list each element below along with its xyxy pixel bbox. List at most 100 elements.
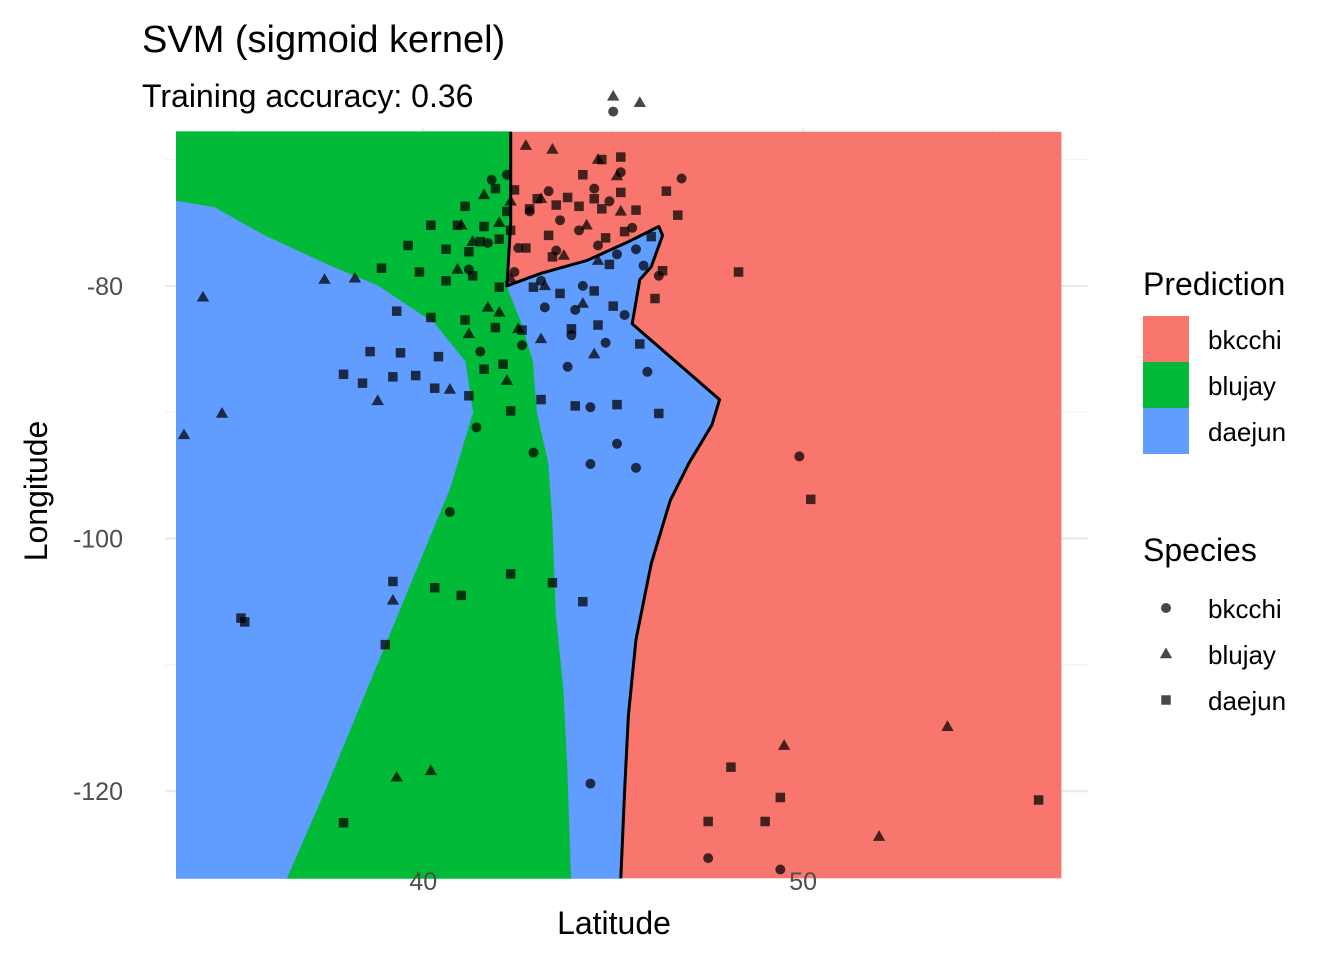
point-daejun — [414, 267, 425, 277]
point-daejun — [494, 234, 505, 244]
point-bkcchi — [517, 340, 528, 351]
point-blujay — [580, 218, 593, 230]
point-daejun — [426, 220, 436, 231]
point-bkcchi — [638, 260, 649, 271]
point-daejun — [635, 339, 645, 349]
point-daejun — [403, 240, 413, 251]
point-daejun — [517, 325, 527, 335]
point-bkcchi — [589, 183, 600, 194]
point-blujay — [777, 739, 791, 750]
y-axis-ticks: -80 -100 -120 — [73, 273, 123, 806]
point-daejun — [365, 346, 375, 357]
point-bkcchi — [794, 451, 805, 462]
point-daejun — [532, 193, 542, 204]
point-daejun — [543, 230, 554, 241]
point-bkcchi — [555, 215, 566, 226]
point-daejun — [452, 220, 463, 231]
point-daejun — [441, 276, 451, 286]
point-blujay — [318, 273, 331, 284]
point-daejun — [597, 204, 607, 214]
point-blujay — [477, 188, 491, 200]
point-bkcchi — [619, 309, 630, 320]
point-blujay — [588, 347, 601, 359]
point-daejun — [673, 210, 683, 220]
point-daejun — [429, 383, 440, 393]
point-bkcchi — [642, 366, 653, 377]
point-blujay — [941, 720, 954, 731]
point-daejun — [570, 401, 580, 411]
point-bkcchi — [627, 222, 638, 233]
point-blujay — [481, 300, 495, 312]
y-tick-label: -100 — [73, 526, 123, 554]
point-daejun — [608, 301, 618, 311]
point-bkcchi — [612, 438, 623, 449]
point-daejun — [578, 169, 588, 180]
point-bkcchi — [585, 459, 596, 469]
point-daejun — [521, 243, 531, 253]
point-blujay — [500, 374, 514, 385]
point-daejun — [760, 816, 770, 827]
point-blujay — [538, 279, 552, 291]
point-daejun — [395, 348, 406, 358]
point-bkcchi — [539, 302, 550, 313]
point-daejun — [429, 583, 440, 593]
point-daejun — [456, 590, 467, 601]
point-bkcchi — [585, 778, 596, 789]
point-daejun — [479, 221, 489, 232]
x-tick-label: 40 — [409, 868, 437, 896]
point-daejun — [357, 378, 368, 388]
point-daejun — [410, 370, 421, 381]
point-bkcchi — [612, 249, 623, 260]
point-daejun — [805, 494, 816, 505]
point-blujay — [348, 271, 362, 283]
y-axis-title: Longitude — [18, 421, 54, 562]
data-points — [177, 89, 1044, 875]
legend-key-daejun — [1143, 408, 1189, 454]
point-daejun — [589, 286, 599, 296]
point-daejun — [240, 617, 250, 627]
point-bkcchi — [475, 346, 486, 357]
plot-panel — [165, 89, 1088, 879]
point-daejun — [589, 193, 599, 204]
point-daejun — [505, 569, 516, 579]
point-bkcchi — [703, 853, 714, 864]
point-bkcchi — [486, 174, 497, 185]
point-blujay — [872, 830, 886, 841]
point-blujay — [607, 89, 620, 101]
point-daejun — [524, 204, 535, 214]
point-daejun — [604, 259, 615, 270]
point-bkcchi — [543, 186, 554, 197]
point-blujay — [591, 254, 605, 265]
point-daejun — [775, 792, 786, 803]
point-daejun — [597, 154, 607, 165]
point-daejun — [654, 408, 664, 419]
point-daejun — [703, 816, 713, 827]
prediction-regions — [176, 131, 1062, 879]
point-daejun — [426, 312, 436, 323]
point-blujay — [504, 271, 517, 283]
point-blujay — [614, 204, 627, 216]
point-daejun — [726, 762, 736, 772]
x-axis-ticks: 40 50 — [409, 868, 817, 896]
legend-key-daejun — [1161, 695, 1171, 705]
point-daejun — [600, 233, 611, 243]
point-daejun — [502, 206, 512, 217]
point-blujay — [610, 169, 624, 181]
point-daejun — [536, 394, 546, 405]
point-daejun — [562, 192, 573, 203]
point-daejun — [460, 201, 470, 212]
point-bkcchi — [775, 864, 786, 875]
point-daejun — [631, 205, 641, 215]
legend-label-daejun: daejun — [1208, 686, 1286, 716]
point-daejun — [551, 200, 561, 210]
point-daejun — [475, 236, 486, 247]
legend-species-title: Species — [1143, 532, 1257, 568]
point-bkcchi — [482, 237, 493, 248]
point-daejun — [505, 406, 516, 416]
x-tick-label: 50 — [789, 868, 817, 896]
legend-key-bkcchi — [1161, 603, 1171, 613]
y-tick-label: -120 — [73, 778, 123, 806]
point-daejun — [646, 231, 656, 242]
region-daejun — [176, 200, 474, 879]
point-daejun — [490, 183, 501, 194]
